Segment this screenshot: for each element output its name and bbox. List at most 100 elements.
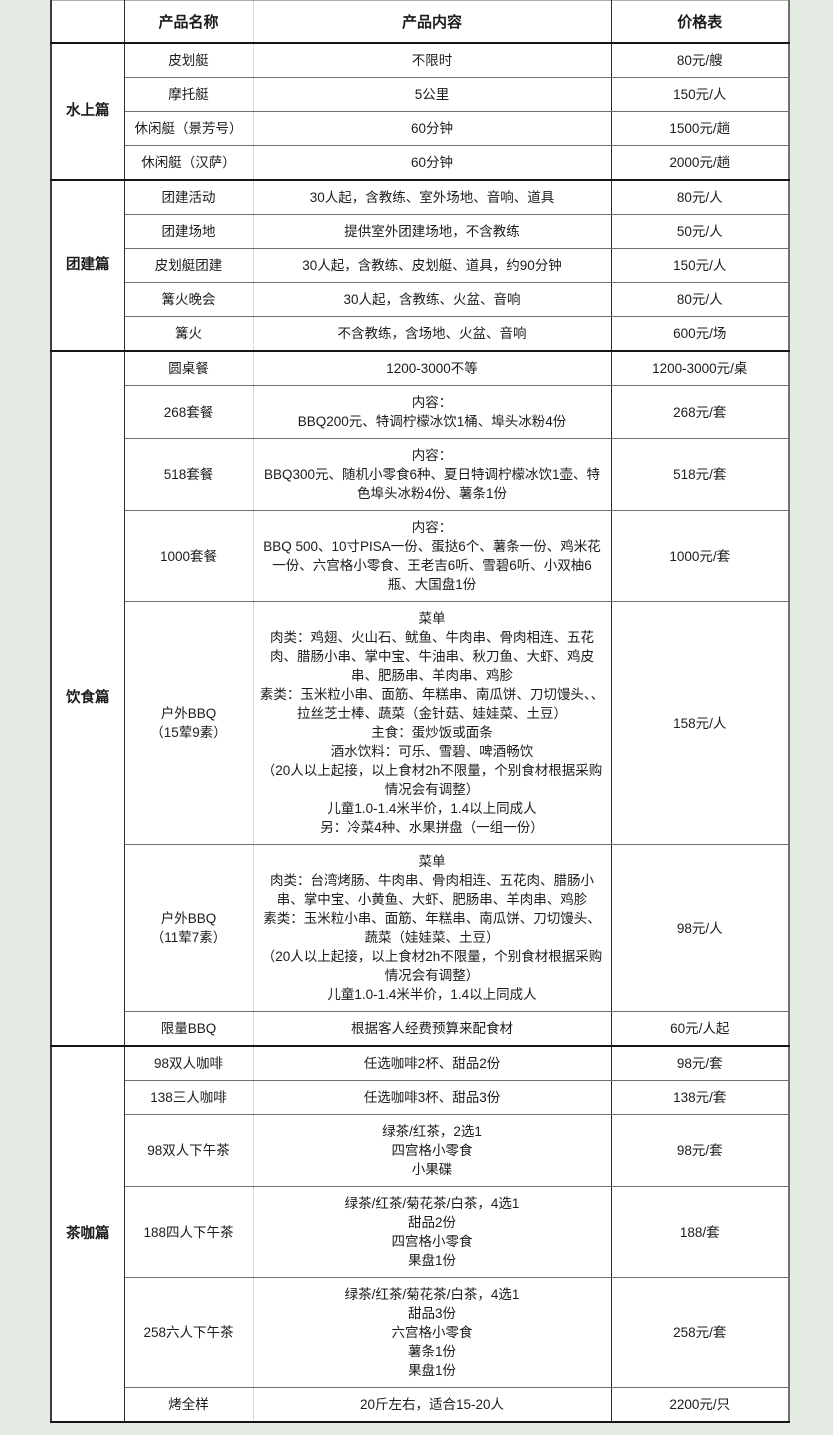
content-line: 任选咖啡2杯、甜品2份 [363, 1056, 501, 1071]
content-line: 酒水饮料：可乐、雪碧、啤酒畅饮 [330, 744, 534, 759]
product-row: 户外BBQ （11荤7素） 菜单 肉类：台湾烤肠、牛肉串、骨肉相连、五花肉、腊肠小串… [51, 844, 789, 1012]
price-cell: 80元/人 [611, 180, 789, 215]
product-name-cell: 258六人下午茶 [124, 1277, 254, 1388]
product-name-cell: 户外BBQ （11荤7素） [124, 844, 254, 1012]
price-cell: 188/套 [611, 1186, 789, 1278]
content-line: 30人起，含教练、室外场地、音响、道具 [309, 190, 555, 205]
content-line: 甜品2份 [407, 1215, 456, 1230]
price-cell: 150元/人 [611, 77, 789, 112]
header-product-name: 产品名称 [123, 0, 254, 44]
content-line: 六宫格小零食 [391, 1325, 473, 1340]
category-cell: 茶咖篇 [51, 1046, 125, 1423]
content-line: 任选咖啡3杯、甜品3份 [363, 1090, 501, 1105]
content-line: 素类：玉米粒小串、面筋、年糕串、南瓜饼、刀切馒头、、拉丝芝士棒、蔬菜（金针菇、娃… [259, 687, 605, 721]
content-line: 1200-3000不等 [386, 361, 478, 376]
product-content-cell: 内容： BBQ 500、10寸PISA一份、蛋挞6个、薯条一份、鸡米花一份、六宫格… [253, 510, 612, 602]
product-content-cell: 根据客人经费预算来配食材 [253, 1011, 612, 1047]
content-line: 薯条1份 [407, 1344, 456, 1359]
product-row: 限量BBQ 根据客人经费预算来配食材 60元/人起 [51, 1011, 789, 1047]
product-name-cell: 268套餐 [124, 385, 254, 439]
table-body: 水上篇 皮划艇 不限时 80元/艘 摩托艇 5公里 150元/人 休闲艇（景芳号） 60分钟 15… [51, 43, 789, 1423]
product-name-cell: 98双人咖啡 [124, 1046, 254, 1081]
content-line: 绿茶/红茶/菊花茶/白茶，4选1 [344, 1196, 520, 1211]
product-name-cell: 圆桌餐 [124, 351, 254, 386]
price-cell: 2200元/只 [611, 1387, 789, 1423]
product-content-cell: 1200-3000不等 [253, 351, 612, 386]
content-line: 5公里 [414, 87, 450, 102]
content-line: BBQ200元、特调柠檬冰饮1桶、埠头冰粉4份 [297, 414, 567, 429]
header-product-content: 产品内容 [253, 0, 612, 44]
product-row: 258六人下午茶 绿茶/红茶/菊花茶/白茶，4选1 甜品3份 六宫格小零食 薯条1份 果盘… [51, 1277, 789, 1388]
product-content-cell: 绿茶/红茶/菊花茶/白茶，4选1 甜品3份 六宫格小零食 薯条1份 果盘1份 [253, 1277, 612, 1388]
product-row: 皮划艇团建 30人起，含教练、皮划艇、道具，约90分钟 150元/人 [51, 248, 789, 283]
product-name-cell: 休闲艇（景芳号） [124, 111, 254, 146]
product-name-cell: 摩托艇 [124, 77, 254, 112]
content-line: BBQ300元、随机小零食6种、夏日特调柠檬冰饮1壶、特色埠头冰粉4份、薯条1份 [263, 467, 601, 501]
product-content-cell: 不限时 [253, 43, 612, 78]
product-content-cell: 不含教练，含场地、火盆、音响 [253, 316, 612, 352]
product-row: 篝火 不含教练，含场地、火盆、音响 600元/场 [51, 316, 789, 352]
product-content-cell: 5公里 [253, 77, 612, 112]
product-content-cell: 30人起，含教练、室外场地、音响、道具 [253, 180, 612, 215]
product-content-cell: 菜单 肉类：台湾烤肠、牛肉串、骨肉相连、五花肉、腊肠小串、掌中宝、小黄鱼、大虾、肥… [253, 844, 612, 1012]
price-cell: 98元/套 [611, 1046, 789, 1081]
header-row: 产品名称 产品内容 价格表 [51, 0, 789, 44]
product-row: 烤全样 20斤左右，适合15-20人 2200元/只 [51, 1387, 789, 1423]
content-line: 60分钟 [410, 121, 454, 136]
content-line: 菜单 [418, 854, 446, 869]
product-name-cell: 138三人咖啡 [124, 1080, 254, 1115]
price-cell: 1200-3000元/桌 [611, 351, 789, 386]
product-name-cell: 户外BBQ （15荤9素） [124, 601, 254, 845]
content-line: 20斤左右，适合15-20人 [359, 1397, 505, 1412]
content-line: 四宫格小零食 [391, 1143, 473, 1158]
product-name-cell: 篝火 [124, 316, 254, 352]
product-row: 休闲艇（汉萨） 60分钟 2000元/趟 [51, 145, 789, 181]
category-cell: 饮食篇 [51, 351, 125, 1047]
product-row: 团建场地 提供室外团建场地，不含教练 50元/人 [51, 214, 789, 249]
product-content-cell: 任选咖啡2杯、甜品2份 [253, 1046, 612, 1081]
product-content-cell: 30人起，含教练、皮划艇、道具，约90分钟 [253, 248, 612, 283]
product-row: 138三人咖啡 任选咖啡3杯、甜品3份 138元/套 [51, 1080, 789, 1115]
product-row: 188四人下午茶 绿茶/红茶/菊花茶/白茶，4选1 甜品2份 四宫格小零食 果盘1份 18… [51, 1186, 789, 1278]
price-cell: 80元/艘 [611, 43, 789, 78]
price-cell: 2000元/趟 [611, 145, 789, 181]
price-cell: 1000元/套 [611, 510, 789, 602]
product-content-cell: 60分钟 [253, 145, 612, 181]
content-line: 内容： [411, 520, 453, 535]
product-content-cell: 60分钟 [253, 111, 612, 146]
price-cell: 158元/人 [611, 601, 789, 845]
content-line: 素类：玉米粒小串、面筋、年糕串、南瓜饼、刀切馒头、蔬菜（娃娃菜、土豆） [263, 911, 601, 945]
product-content-cell: 30人起，含教练、火盆、音响 [253, 282, 612, 317]
content-line: （20人以上起接，以上食材2h不限量，个别食材根据采购情况会有调整） [261, 949, 603, 983]
product-row: 篝火晚会 30人起，含教练、火盆、音响 80元/人 [51, 282, 789, 317]
product-name-cell: 限量BBQ [124, 1011, 254, 1047]
product-name-cell: 团建场地 [124, 214, 254, 249]
product-content-cell: 菜单 肉类：鸡翅、火山石、鱿鱼、牛肉串、骨肉相连、五花肉、腊肠小串、掌中宝、牛油串… [253, 601, 612, 845]
content-line: 小果碟 [411, 1162, 453, 1177]
content-line: 不限时 [411, 53, 453, 68]
product-content-cell: 绿茶/红茶，2选1 四宫格小零食 小果碟 [253, 1114, 612, 1187]
content-line: 甜品3份 [407, 1306, 456, 1321]
product-row: 1000套餐 内容： BBQ 500、10寸PISA一份、蛋挞6个、薯条一份、鸡米花… [51, 510, 789, 602]
product-row: 摩托艇 5公里 150元/人 [51, 77, 789, 112]
product-content-cell: 绿茶/红茶/菊花茶/白茶，4选1 甜品2份 四宫格小零食 果盘1份 [253, 1186, 612, 1278]
product-content-cell: 任选咖啡3杯、甜品3份 [253, 1080, 612, 1115]
header-price: 价格表 [611, 0, 789, 44]
content-line: 60分钟 [410, 155, 454, 170]
content-line: 菜单 [418, 611, 446, 626]
price-cell: 50元/人 [611, 214, 789, 249]
product-name-cell: 皮划艇团建 [124, 248, 254, 283]
product-name-cell: 休闲艇（汉萨） [124, 145, 254, 181]
price-cell: 60元/人起 [611, 1011, 789, 1047]
product-row: 户外BBQ （15荤9素） 菜单 肉类：鸡翅、火山石、鱿鱼、牛肉串、骨肉相连、五花肉… [51, 601, 789, 845]
price-cell: 600元/场 [611, 316, 789, 352]
price-cell: 258元/套 [611, 1277, 789, 1388]
product-name-cell: 1000套餐 [124, 510, 254, 602]
content-line: 内容： [411, 395, 453, 410]
price-table: 产品名称 产品内容 价格表 水上篇 皮划艇 不限时 80元/艘 摩托艇 5公里 150元/人… [50, 0, 790, 1423]
product-content-cell: 内容： BBQ300元、随机小零食6种、夏日特调柠檬冰饮1壶、特色埠头冰粉4份、薯… [253, 438, 612, 511]
content-line: 儿童1.0-1.4米半价，1.4以上同成人 [327, 801, 537, 816]
product-row: 518套餐 内容： BBQ300元、随机小零食6种、夏日特调柠檬冰饮1壶、特色埠头冰… [51, 438, 789, 511]
product-name-cell: 篝火晚会 [124, 282, 254, 317]
content-line: 提供室外团建场地，不含教练 [344, 224, 520, 239]
